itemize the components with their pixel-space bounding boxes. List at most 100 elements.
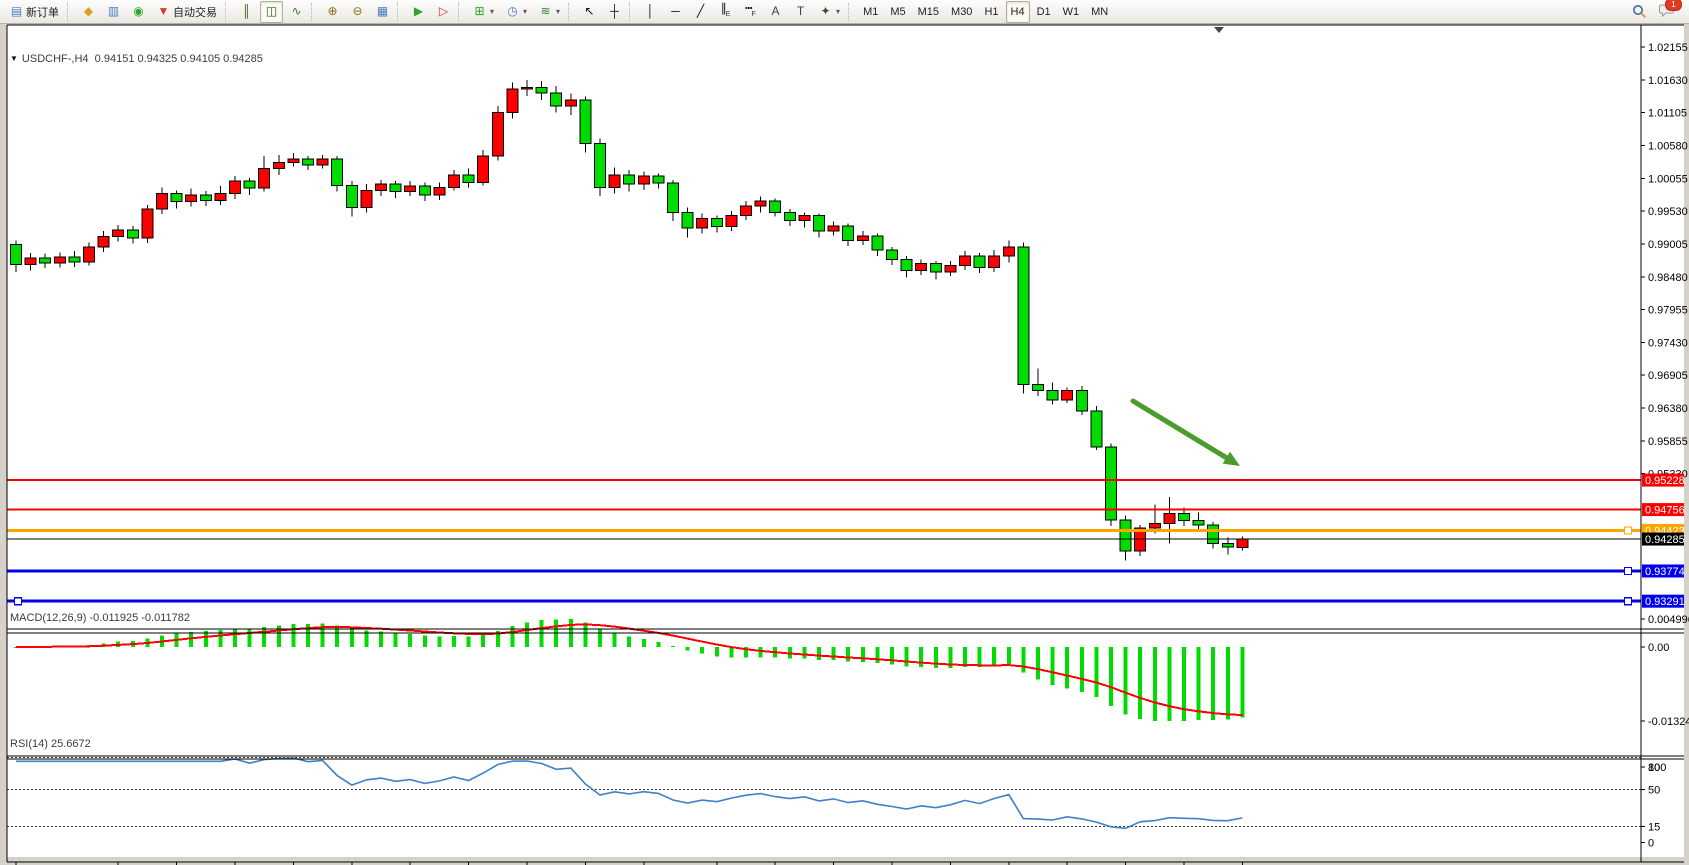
candle: [68, 256, 81, 263]
bar-chart-button[interactable]: ║: [235, 1, 258, 23]
trend-arrow-shaft[interactable]: [1130, 398, 1229, 461]
macd-histogram-bar: [335, 625, 340, 647]
candle: [243, 180, 256, 189]
timeframe-h1-button[interactable]: H1: [979, 1, 1003, 23]
trendline-button[interactable]: ╱: [689, 1, 712, 23]
autotrading-button[interactable]: ▼ 自动交易: [152, 1, 222, 23]
hline-handle[interactable]: [13, 597, 23, 606]
candle: [608, 174, 621, 188]
macd-tick-label: 0.00: [1648, 642, 1669, 654]
indicators-button[interactable]: ≋ ▾: [534, 1, 565, 23]
macd-tick-label: 0.004996: [1648, 614, 1689, 626]
price-tick-label: 0.99530: [1648, 206, 1688, 218]
text-label-button[interactable]: T: [789, 1, 812, 23]
macd-histogram-bar: [495, 630, 500, 647]
candle: [827, 225, 840, 232]
chevron-down-icon[interactable]: ▾: [523, 7, 528, 16]
candle: [258, 168, 271, 189]
horizontal-line-button[interactable]: ─: [664, 1, 687, 23]
macd-histogram-bar: [729, 647, 734, 658]
auto-scroll-button[interactable]: ▶: [407, 1, 430, 23]
macd-histogram-bar: [890, 647, 894, 665]
timeframe-m15-button[interactable]: M15: [913, 1, 944, 23]
new-order-button[interactable]: ▤ 新订单: [5, 1, 64, 23]
chevron-down-icon[interactable]: ▾: [490, 7, 495, 16]
zoom-in-button[interactable]: ⊕: [321, 1, 344, 23]
chevron-down-icon[interactable]: ▾: [836, 7, 841, 16]
timeframe-w1-button[interactable]: W1: [1058, 1, 1085, 23]
macd-histogram-bar: [685, 647, 690, 651]
crosshair-button[interactable]: ┼: [603, 1, 626, 23]
macd-histogram-bar: [262, 626, 267, 647]
rsi-layer: [7, 756, 1641, 830]
candle: [550, 92, 563, 107]
timeframe-mn-button[interactable]: MN: [1086, 1, 1113, 23]
timeframe-m5-button[interactable]: M5: [885, 1, 910, 23]
vertical-line-button[interactable]: │: [639, 1, 662, 23]
macd-histogram-bar: [656, 641, 661, 647]
hline-handle[interactable]: [1623, 526, 1633, 535]
price-tick-label: 1.01105: [1648, 108, 1687, 120]
candle: [521, 86, 533, 90]
timeframe-d1-button[interactable]: D1: [1032, 1, 1056, 23]
hline-handle[interactable]: [1623, 566, 1633, 576]
profiles-button[interactable]: ◷ ▾: [501, 1, 532, 23]
notifications-button[interactable]: 1: [1654, 0, 1682, 23]
macd-histogram-bar: [933, 647, 938, 668]
timeframe-m1-button[interactable]: M1: [858, 1, 883, 23]
macd-histogram-bar: [1021, 647, 1026, 673]
hline-price-badge-label: 0.94756: [1645, 505, 1685, 517]
line-chart-button[interactable]: ∿: [285, 1, 308, 23]
macd-histogram-bar: [379, 631, 383, 647]
zoom-out-button[interactable]: ⊖: [346, 1, 369, 23]
fibonacci-button[interactable]: ┅F: [739, 1, 762, 23]
autotrading-button-label: 自动交易: [173, 6, 217, 19]
gold-button[interactable]: ◆: [77, 1, 100, 23]
arrows-button[interactable]: ✦ ▾: [814, 1, 845, 23]
price-tick-label: 0.95855: [1648, 436, 1688, 448]
candlestick-chart-button[interactable]: ◫: [260, 0, 283, 23]
trend-arrow[interactable]: [1130, 398, 1240, 466]
hline-handle[interactable]: [1623, 597, 1633, 606]
macd-histogram-bar: [218, 630, 223, 647]
chart-shift-button[interactable]: ▷: [432, 1, 455, 23]
candle: [53, 256, 66, 264]
macd-histogram-bar: [408, 634, 413, 647]
candle: [1002, 246, 1015, 257]
charts-window-button[interactable]: ▥: [102, 1, 125, 23]
text-button[interactable]: A: [764, 1, 787, 23]
macd-histogram-bar: [247, 628, 252, 647]
candle: [433, 186, 446, 196]
candle: [973, 255, 986, 268]
time-axis[interactable]: 26 Oct 202227 Oct 04:0027 Oct 20:0028 Oc…: [8, 862, 1300, 865]
chart-shift-marker[interactable]: [1214, 27, 1224, 33]
price-axis[interactable]: 1.02155 1.01630 1.01105 1.00580 1.00055 0.995…: [1641, 42, 1688, 608]
candle: [1207, 524, 1220, 545]
new-chart-button[interactable]: ⊞ ▾: [468, 1, 499, 23]
trend-arrow-head[interactable]: [1222, 451, 1240, 466]
timeframe-h4-button[interactable]: H4: [1005, 0, 1030, 23]
price-tick-label: 0.97955: [1648, 305, 1688, 317]
cursor-button[interactable]: ↖: [578, 1, 601, 23]
channel-icon: ∥E: [720, 1, 731, 18]
search-button[interactable]: [1627, 1, 1652, 23]
timeframe-m30-button[interactable]: M30: [946, 1, 977, 23]
tile-windows-button[interactable]: ▦: [371, 1, 394, 23]
candle: [97, 236, 110, 248]
macd-histogram-bar: [1079, 647, 1084, 693]
equidistant-channel-button[interactable]: ∥E: [714, 1, 737, 23]
candle: [199, 194, 212, 201]
chart-canvas[interactable]: 1.02155 1.01630 1.01105 1.00580 1.00055 0.995…: [0, 24, 1689, 865]
macd-histogram-bar: [320, 623, 325, 647]
arrows-icon: ✦: [820, 4, 831, 18]
candle: [813, 214, 825, 232]
price-tick-label: 0.96380: [1648, 403, 1688, 415]
signals-button[interactable]: ◉: [127, 1, 150, 23]
fibonacci-icon: ┅F: [745, 1, 756, 18]
timeframe-m1-button-label: M1: [863, 5, 879, 18]
price-tick-label: 1.02155: [1648, 42, 1688, 54]
candle: [316, 158, 329, 166]
chevron-down-icon[interactable]: ▾: [556, 7, 561, 16]
macd-histogram-bar: [627, 636, 632, 647]
timeframe-mn-button-label: MN: [1091, 5, 1109, 18]
